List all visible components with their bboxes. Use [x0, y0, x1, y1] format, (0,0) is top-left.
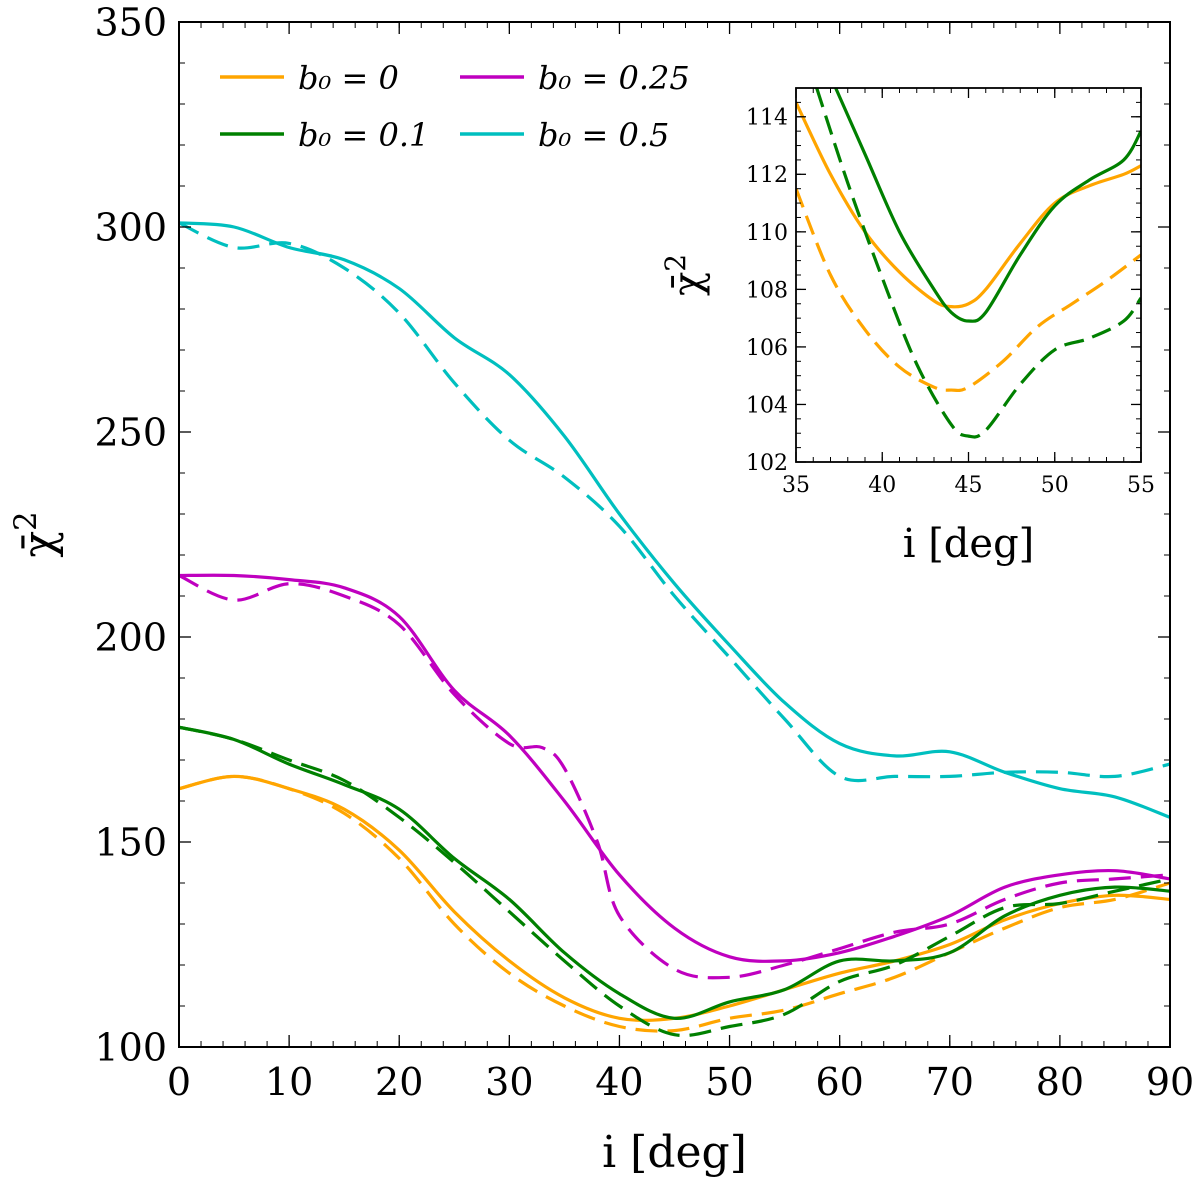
- main-x-tick-label: 10: [265, 1060, 313, 1104]
- main-x-tick-label: 90: [1146, 1060, 1194, 1104]
- inset-y-tick-label: 106: [746, 336, 788, 361]
- main-x-tick-label: 80: [1036, 1060, 1084, 1104]
- inset-series-group: [796, 88, 1141, 439]
- legend-entry: b₀ = 0.1: [220, 116, 429, 154]
- main-x-tick-label: 60: [815, 1060, 863, 1104]
- main-y-tick-label: 100: [94, 1026, 167, 1070]
- inset-series-b0-0-1-dashed: [815, 88, 1141, 439]
- main-series-b0-0-25-dashed: [179, 574, 1170, 980]
- legend-label: b₀ = 0.25: [538, 59, 690, 97]
- main-x-tick-label: 30: [485, 1060, 533, 1104]
- main-series-b0-0-1-dashed: [179, 725, 1170, 1038]
- main-ticks: [178, 21, 1171, 1048]
- inset-y-tick-label: 104: [746, 393, 788, 418]
- main-x-axis-label: i [deg]: [602, 1127, 747, 1178]
- inset-plot: 35 40 45 50 55 102 104 106 108 110 112 114 i [deg] χ̄…: [659, 87, 1155, 567]
- inset-x-axis-label: i [deg]: [903, 521, 1035, 567]
- inset-y-tick-label: 114: [746, 106, 788, 131]
- main-series-b0-0-25-solid: [179, 573, 1170, 963]
- inset-y-tick-label: 110: [746, 221, 788, 246]
- inset-x-tick-label: 45: [955, 473, 983, 498]
- main-series-b0-0-solid: [179, 774, 1170, 1022]
- inset-x-tick-label: 40: [868, 473, 896, 498]
- inset-ticks: [795, 87, 1142, 463]
- legend-entry: b₀ = 0.25: [460, 59, 690, 97]
- main-y-tick-label: 200: [94, 616, 167, 660]
- inset-x-tick-label: 50: [1041, 473, 1069, 498]
- inset-y-tick-label: 102: [746, 451, 788, 476]
- inset-series-b0-0-1-solid: [834, 88, 1141, 323]
- inset-y-tick-label: 112: [746, 163, 788, 188]
- legend: b₀ = 0 b₀ = 0.25 b₀ = 0.1 b₀ = 0.5: [220, 59, 690, 154]
- main-y-tick-label: 250: [94, 411, 167, 455]
- main-series-b0-0-5-solid: [179, 221, 1170, 819]
- main-series-b0-0-dashed: [179, 774, 1170, 1033]
- main-y-tick-label: 300: [94, 206, 167, 250]
- inset-x-tick-label: 35: [782, 473, 810, 498]
- main-y-tick-label: 150: [94, 821, 167, 865]
- main-series-group: [179, 221, 1170, 1038]
- inset-y-axis-label: χ̄2: [659, 254, 712, 296]
- main-y-axis-label: χ̄2: [8, 511, 65, 557]
- main-plot: 0 10 20 30 40 50 60 70 80 90 100 150 200 250 300 350 i […: [8, 1, 1194, 1178]
- main-x-tick-label: 0: [167, 1060, 191, 1104]
- inset-y-tick-label: 108: [746, 278, 788, 303]
- main-x-tick-label: 50: [705, 1060, 753, 1104]
- inset-x-tick-label: 55: [1127, 473, 1155, 498]
- main-x-tick-label: 20: [375, 1060, 423, 1104]
- legend-label: b₀ = 0.1: [298, 116, 429, 154]
- inset-series-b0-0-dashed: [796, 188, 1141, 393]
- main-series-b0-0-1-solid: [179, 725, 1170, 1020]
- legend-entry: b₀ = 0.5: [460, 116, 669, 154]
- main-x-tick-label: 40: [595, 1060, 643, 1104]
- inset-background: [796, 88, 1141, 462]
- main-x-tick-label: 70: [926, 1060, 974, 1104]
- main-frame: [178, 21, 1171, 1048]
- legend-label: b₀ = 0.5: [538, 116, 669, 154]
- main-y-tick-label: 350: [94, 1, 167, 45]
- main-series-b0-0-5-dashed: [179, 221, 1170, 783]
- legend-label: b₀ = 0: [298, 59, 399, 97]
- legend-entry: b₀ = 0: [220, 59, 399, 97]
